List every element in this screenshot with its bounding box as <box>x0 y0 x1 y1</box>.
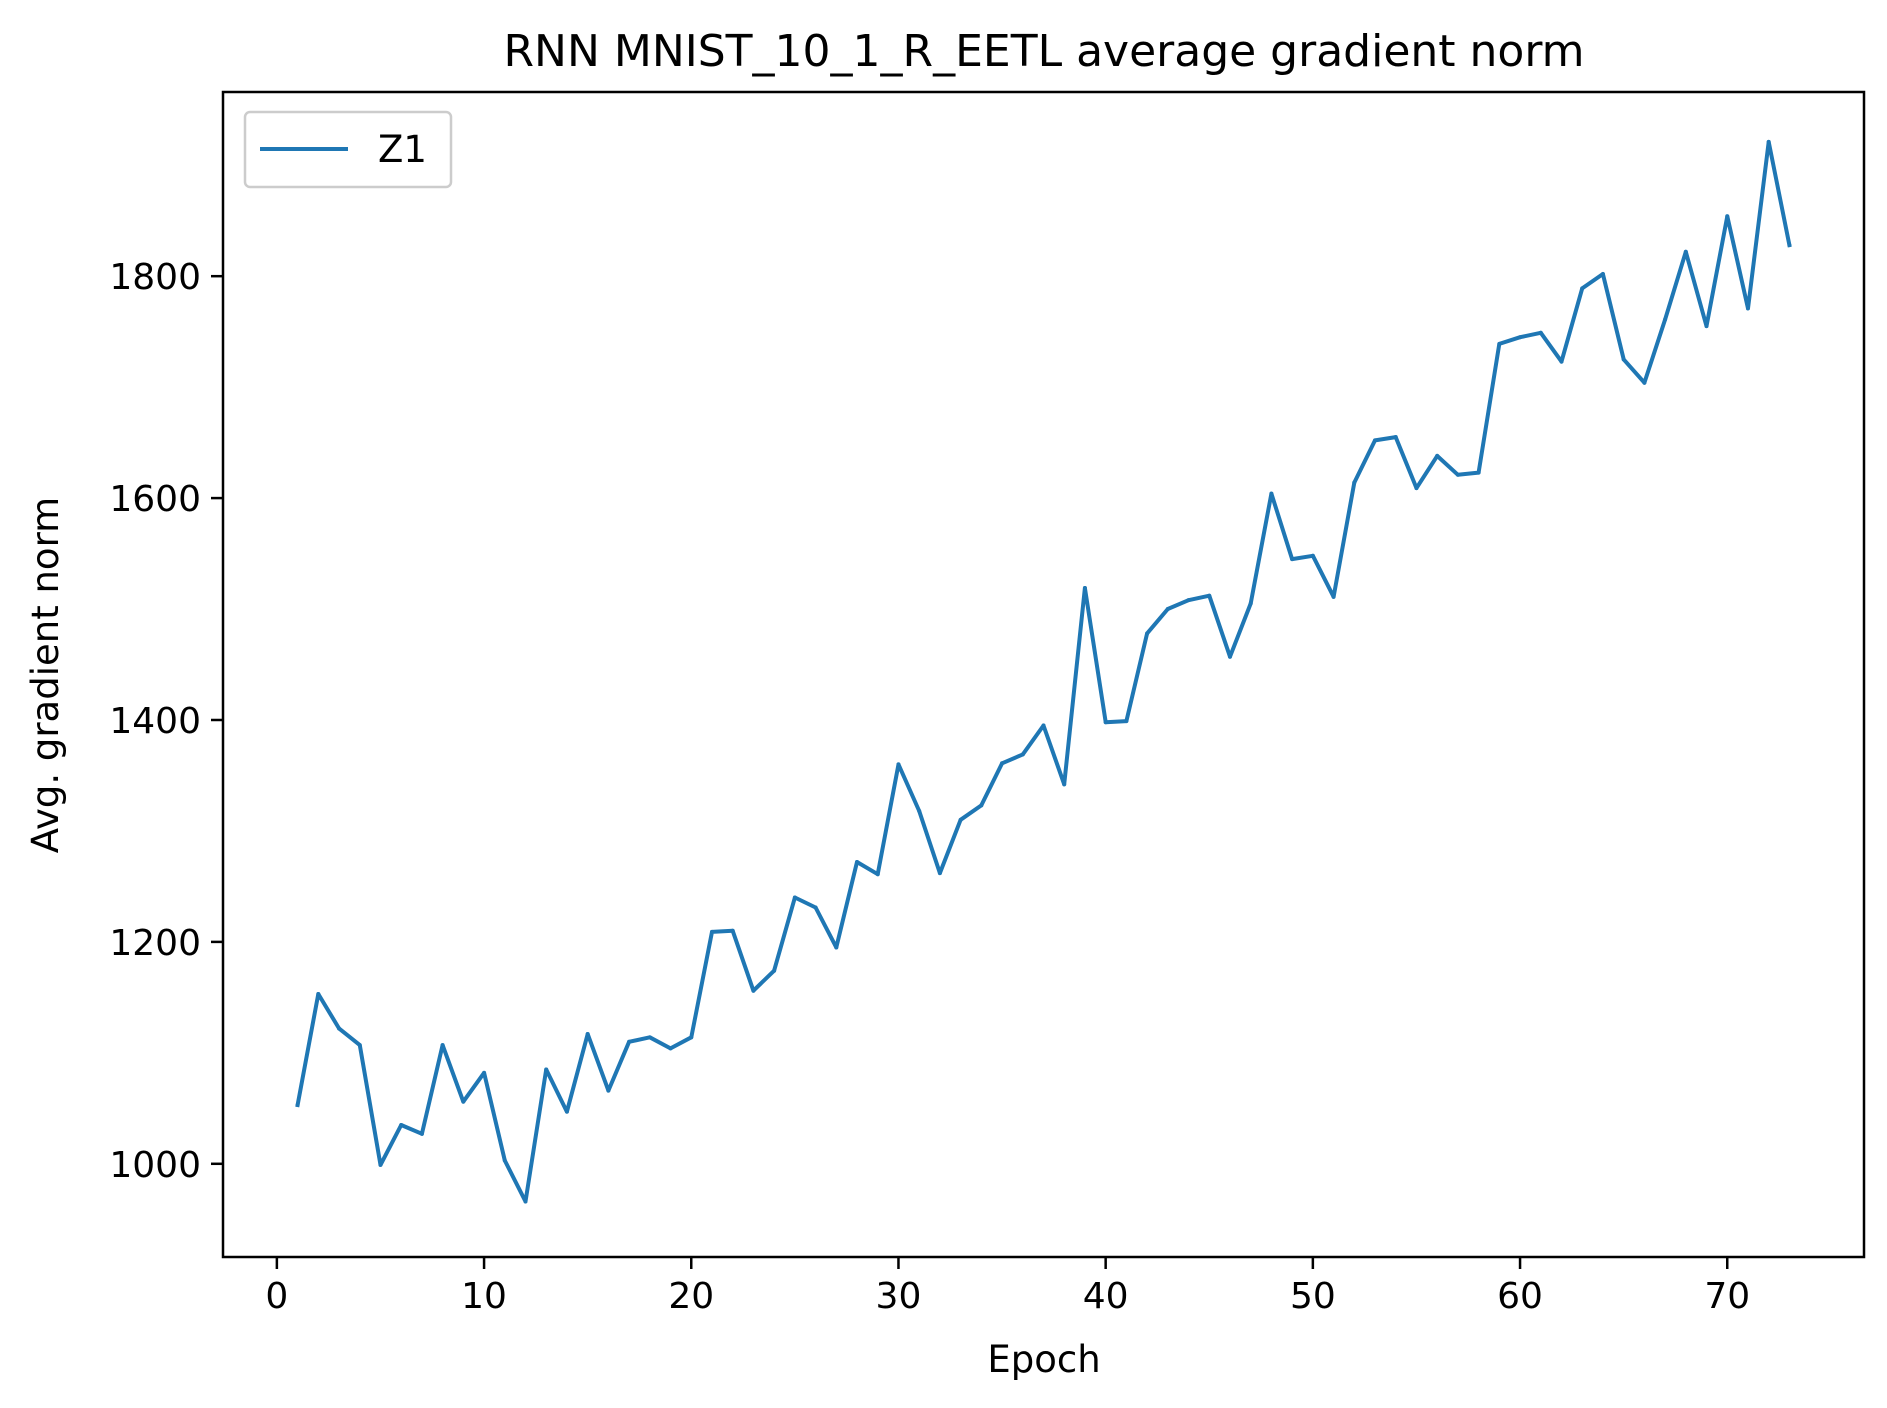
data-point <box>1600 271 1605 276</box>
data-point <box>399 1122 404 1127</box>
data-point <box>709 929 714 934</box>
data-point <box>689 1035 694 1040</box>
data-point <box>585 1031 590 1036</box>
chart-title: RNN MNIST_10_1_R_EETL average gradient n… <box>503 26 1584 77</box>
data-point <box>1435 453 1440 458</box>
y-axis-label: Avg. gradient norm <box>24 497 67 853</box>
data-point <box>1621 357 1626 362</box>
data-point <box>1186 598 1191 603</box>
data-point <box>1538 330 1543 335</box>
legend: Z1 <box>243 110 453 189</box>
data-point <box>792 895 797 900</box>
data-point <box>1207 593 1212 598</box>
series-points-z1 <box>295 139 1792 1204</box>
data-point <box>1580 286 1585 291</box>
data-point <box>378 1162 383 1167</box>
data-point <box>606 1088 611 1093</box>
data-point <box>357 1043 362 1048</box>
legend-label-z1: Z1 <box>378 128 427 171</box>
data-point <box>295 1102 300 1107</box>
data-point <box>1331 594 1336 599</box>
data-point <box>1124 719 1129 724</box>
data-point <box>627 1039 632 1044</box>
data-point <box>1683 249 1688 254</box>
data-point <box>1062 782 1067 787</box>
data-point <box>461 1099 466 1104</box>
data-point <box>647 1035 652 1040</box>
data-point <box>1310 553 1315 558</box>
data-point <box>855 860 860 865</box>
data-point <box>1145 631 1150 636</box>
x-axis-label: Epoch <box>987 1338 1100 1381</box>
data-point <box>1373 438 1378 443</box>
data-point <box>564 1109 569 1114</box>
data-point <box>1663 317 1668 322</box>
data-point <box>1476 470 1481 475</box>
data-point <box>834 945 839 950</box>
data-point <box>668 1046 673 1051</box>
data-point <box>917 808 922 813</box>
data-point <box>875 872 880 877</box>
data-point <box>1103 720 1108 725</box>
data-point <box>440 1043 445 1048</box>
data-point <box>1787 243 1792 248</box>
data-point <box>1497 341 1502 346</box>
y-tick-label: 1600 <box>109 479 201 520</box>
data-point <box>751 988 756 993</box>
y-tick-label: 1000 <box>109 1145 201 1186</box>
data-point <box>482 1070 487 1075</box>
data-point <box>1041 723 1046 728</box>
data-point <box>1745 306 1750 311</box>
data-point <box>1082 585 1087 590</box>
data-point <box>1290 557 1295 562</box>
data-point <box>1414 486 1419 491</box>
y-tick-label: 1800 <box>109 257 201 298</box>
data-point <box>896 762 901 767</box>
plot-area-frame <box>221 90 1866 1259</box>
data-point <box>1455 472 1460 477</box>
x-tick-label: 60 <box>1497 1276 1543 1317</box>
x-tick-label: 0 <box>265 1276 288 1317</box>
data-point <box>937 871 942 876</box>
y-tick-label: 1400 <box>109 701 201 742</box>
x-tick-label: 30 <box>876 1276 922 1317</box>
data-point <box>1165 607 1170 612</box>
data-point <box>1000 761 1005 766</box>
data-point <box>1248 601 1253 606</box>
y-tick-label: 1200 <box>109 923 201 964</box>
data-point <box>523 1199 528 1204</box>
data-point <box>772 968 777 973</box>
data-point <box>337 1026 342 1031</box>
data-point <box>1227 654 1232 659</box>
data-point <box>730 928 735 933</box>
data-point <box>544 1067 549 1072</box>
data-point <box>813 905 818 910</box>
data-point <box>1704 324 1709 329</box>
data-point <box>1020 752 1025 757</box>
data-point <box>316 992 321 997</box>
data-point <box>1393 435 1398 440</box>
x-tick-label: 20 <box>668 1276 714 1317</box>
data-point <box>419 1131 424 1136</box>
x-axis-ticks: 0 10 20 30 40 50 60 70 <box>265 1257 1750 1317</box>
data-point <box>1559 359 1564 364</box>
y-axis-ticks: 1000 1200 1400 1600 1800 <box>109 257 223 1186</box>
data-point <box>502 1158 507 1163</box>
x-tick-label: 50 <box>1290 1276 1336 1317</box>
x-tick-label: 10 <box>461 1276 507 1317</box>
data-point <box>1725 214 1730 219</box>
x-tick-label: 40 <box>1083 1276 1129 1317</box>
data-point <box>1766 139 1771 144</box>
data-point <box>958 817 963 822</box>
data-point <box>1352 480 1357 485</box>
data-point <box>1518 335 1523 340</box>
x-tick-label: 70 <box>1704 1276 1750 1317</box>
data-point <box>1642 380 1647 385</box>
data-point <box>1269 491 1274 496</box>
data-point <box>979 803 984 808</box>
